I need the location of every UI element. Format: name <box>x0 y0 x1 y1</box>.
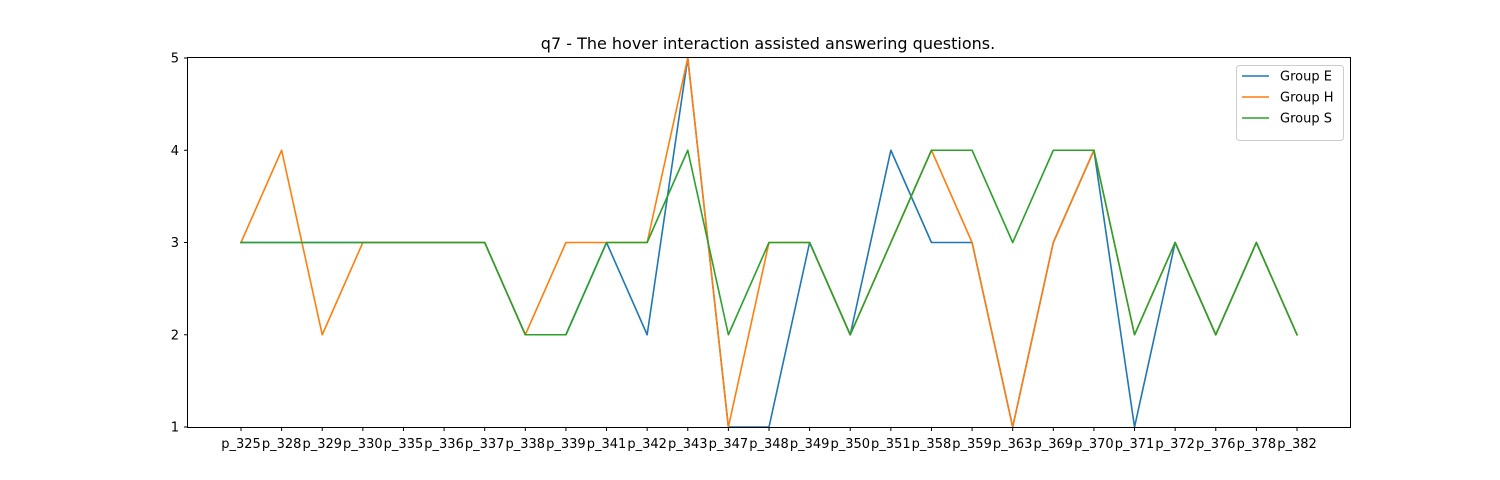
x-tick-label: p_372 <box>1155 437 1195 452</box>
y-tick-label: 1 <box>171 421 179 436</box>
legend: Group E Group H Group S <box>1236 65 1344 141</box>
x-tick-label: p_369 <box>1034 437 1074 452</box>
x-tick-label: p_328 <box>262 437 302 452</box>
x-tick-label: p_363 <box>993 437 1033 452</box>
y-tick-label: 3 <box>171 236 179 251</box>
legend-box <box>1236 65 1344 141</box>
legend-label: Group S <box>1280 112 1332 127</box>
x-tick-label: p_338 <box>506 437 546 452</box>
x-tick-label: p_339 <box>546 437 586 452</box>
x-tick-label: p_371 <box>1115 437 1155 452</box>
legend-label: Group H <box>1280 91 1334 106</box>
x-tick-label: p_336 <box>424 437 464 452</box>
y-axis: 1 2 3 4 5 <box>171 52 188 436</box>
x-tick-label: p_343 <box>668 437 708 452</box>
y-tick-label: 4 <box>171 144 179 159</box>
x-tick-label: p_349 <box>790 437 830 452</box>
x-tick-label: p_348 <box>749 437 789 452</box>
x-tick-label: p_330 <box>343 437 383 452</box>
y-tick-label: 5 <box>171 52 179 67</box>
x-tick-label: p_358 <box>912 437 952 452</box>
y-tick-label: 2 <box>171 328 179 343</box>
x-tick-label: p_370 <box>1074 437 1114 452</box>
x-tick-label: p_341 <box>587 437 627 452</box>
plot-lines <box>239 57 1299 428</box>
x-axis: p_325 p_328 p_329 p_330 p_335 p_336 p_337 p_338… <box>221 427 1317 452</box>
x-tick-label: p_351 <box>871 437 911 452</box>
x-tick-label: p_382 <box>1277 437 1317 452</box>
x-tick-label: p_335 <box>384 437 424 452</box>
series-line-group-s <box>240 149 1299 336</box>
x-tick-label: p_359 <box>952 437 992 452</box>
x-tick-label: p_325 <box>221 437 261 452</box>
x-tick-label: p_350 <box>830 437 870 452</box>
x-tick-label: p_329 <box>302 437 342 452</box>
legend-label: Group E <box>1280 70 1332 85</box>
x-tick-label: p_347 <box>709 437 749 452</box>
x-tick-label: p_378 <box>1237 437 1277 452</box>
x-tick-label: p_342 <box>627 437 667 452</box>
x-tick-label: p_337 <box>465 437 505 452</box>
chart-title: q7 - The hover interaction assisted answ… <box>541 34 995 53</box>
x-tick-label: p_376 <box>1196 437 1236 452</box>
